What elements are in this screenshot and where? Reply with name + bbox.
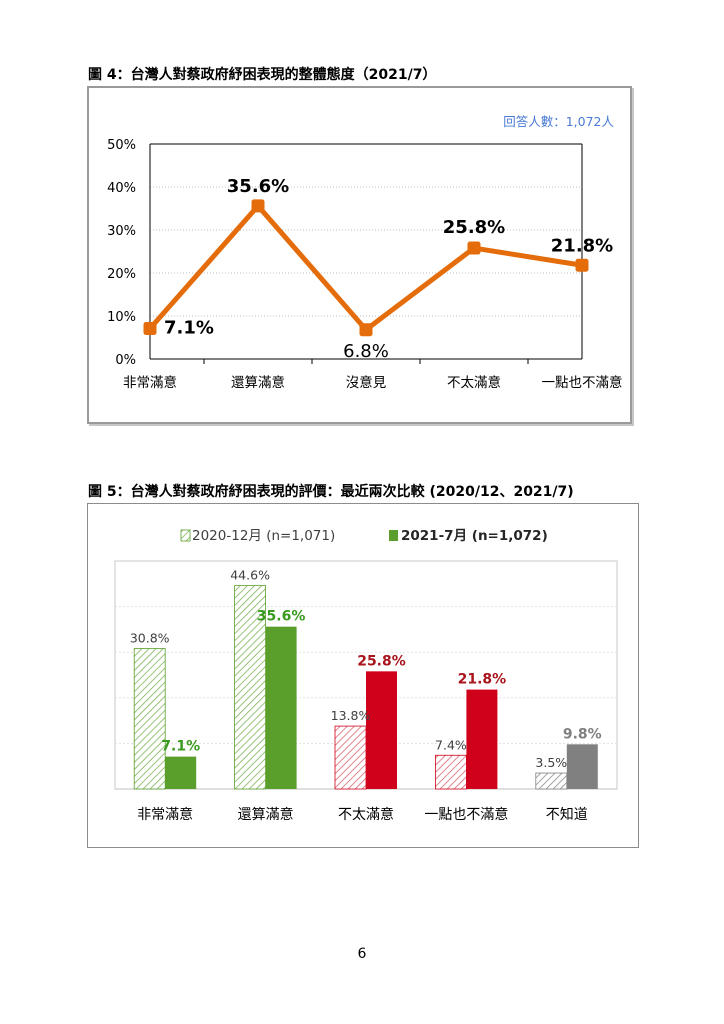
data-point-marker xyxy=(143,321,157,335)
legend-swatch-2021 xyxy=(389,530,398,541)
y-tick-label: 20% xyxy=(107,267,136,282)
x-category-label: 非常滿意 xyxy=(137,806,193,823)
bar-2021-7 xyxy=(466,689,498,789)
data-point-marker xyxy=(575,258,589,272)
bar-2020-12 xyxy=(434,754,467,790)
bar-2020-12 xyxy=(133,648,166,790)
bar-value-label-2021-7: 35.6% xyxy=(257,609,306,625)
x-category-label: 還算滿意 xyxy=(231,374,285,391)
bar-2020-12 xyxy=(334,725,367,790)
x-category-label: 一點也不滿意 xyxy=(542,374,623,391)
bar-2020-12 xyxy=(234,585,267,790)
bar-value-label-2020-12: 3.5% xyxy=(535,755,567,770)
figure4-frame: 回答人數：1,072人 0% 10% 20% 30% 40% 50% 非常滿意 還算滿意 沒意… xyxy=(87,86,632,424)
y-tick-label: 10% xyxy=(107,310,136,325)
x-category-label: 不知道 xyxy=(546,806,588,823)
page-number: 6 xyxy=(357,946,367,962)
bar-value-label-2021-7: 9.8% xyxy=(563,726,602,742)
data-series-line xyxy=(148,203,583,333)
legend-label-2021: 2021-7月 (n=1,072) xyxy=(401,528,548,544)
data-value-label: 25.8% xyxy=(443,217,505,238)
data-point-marker xyxy=(359,323,373,337)
x-category-label: 不太滿意 xyxy=(447,374,501,391)
legend-swatch-2020 xyxy=(180,529,191,542)
x-category-label: 還算滿意 xyxy=(238,806,294,823)
y-tick-label: 0% xyxy=(115,353,136,368)
respondent-count-note: 回答人數：1,072人 xyxy=(503,114,614,129)
figure4-line-chart: 回答人數：1,072人 0% 10% 20% 30% 40% 50% 非常滿意 還算滿意 沒意… xyxy=(107,114,623,391)
legend-label-2020: 2020-12月 (n=1,071) xyxy=(192,528,335,544)
bar-value-label-2020-12: 7.4% xyxy=(435,737,467,752)
bar-2021-7 xyxy=(265,626,297,789)
figure5-bar-chart: 2020-12月 (n=1,071) 2021-7月 (n=1,072) 30.… xyxy=(114,528,618,823)
x-category-label: 非常滿意 xyxy=(123,374,177,391)
y-tick-label: 50% xyxy=(107,138,136,153)
data-value-label: 7.1% xyxy=(164,317,214,338)
data-point-marker xyxy=(251,199,265,213)
figure5-frame: 2020-12月 (n=1,071) 2021-7月 (n=1,072) 30.… xyxy=(87,503,639,848)
bar-value-label-2021-7: 21.8% xyxy=(458,672,507,688)
y-tick-label: 40% xyxy=(107,181,136,196)
data-value-label: 35.6% xyxy=(227,176,289,197)
data-value-label: 21.8% xyxy=(551,235,613,256)
bar-value-label-2020-12: 13.8% xyxy=(331,708,371,723)
x-category-label: 一點也不滿意 xyxy=(424,806,508,823)
bar-2021-7 xyxy=(566,744,598,789)
figure5-title: 圖 5：台灣人對蔡政府紓困表現的評價：最近兩次比較 (2020/12、2021/… xyxy=(88,484,574,500)
data-value-label: 6.8% xyxy=(343,341,389,362)
bar-value-label-2021-7: 25.8% xyxy=(357,653,406,669)
bar-2021-7 xyxy=(366,671,397,789)
bar-value-label-2021-7: 7.1% xyxy=(161,739,200,755)
data-point-marker xyxy=(467,241,481,255)
legend: 2020-12月 (n=1,071) 2021-7月 (n=1,072) xyxy=(180,528,548,544)
x-category-label: 不太滿意 xyxy=(338,806,394,823)
figure4-title: 圖 4：台灣人對蔡政府紓困表現的整體態度（2021/7） xyxy=(88,67,437,83)
bar-value-label-2020-12: 44.6% xyxy=(230,568,270,583)
bar-value-label-2020-12: 30.8% xyxy=(130,631,170,646)
bar-2020-12 xyxy=(535,772,568,790)
y-tick-label: 30% xyxy=(107,224,136,239)
x-category-label: 沒意見 xyxy=(346,374,387,391)
bar-2021-7 xyxy=(165,756,197,789)
